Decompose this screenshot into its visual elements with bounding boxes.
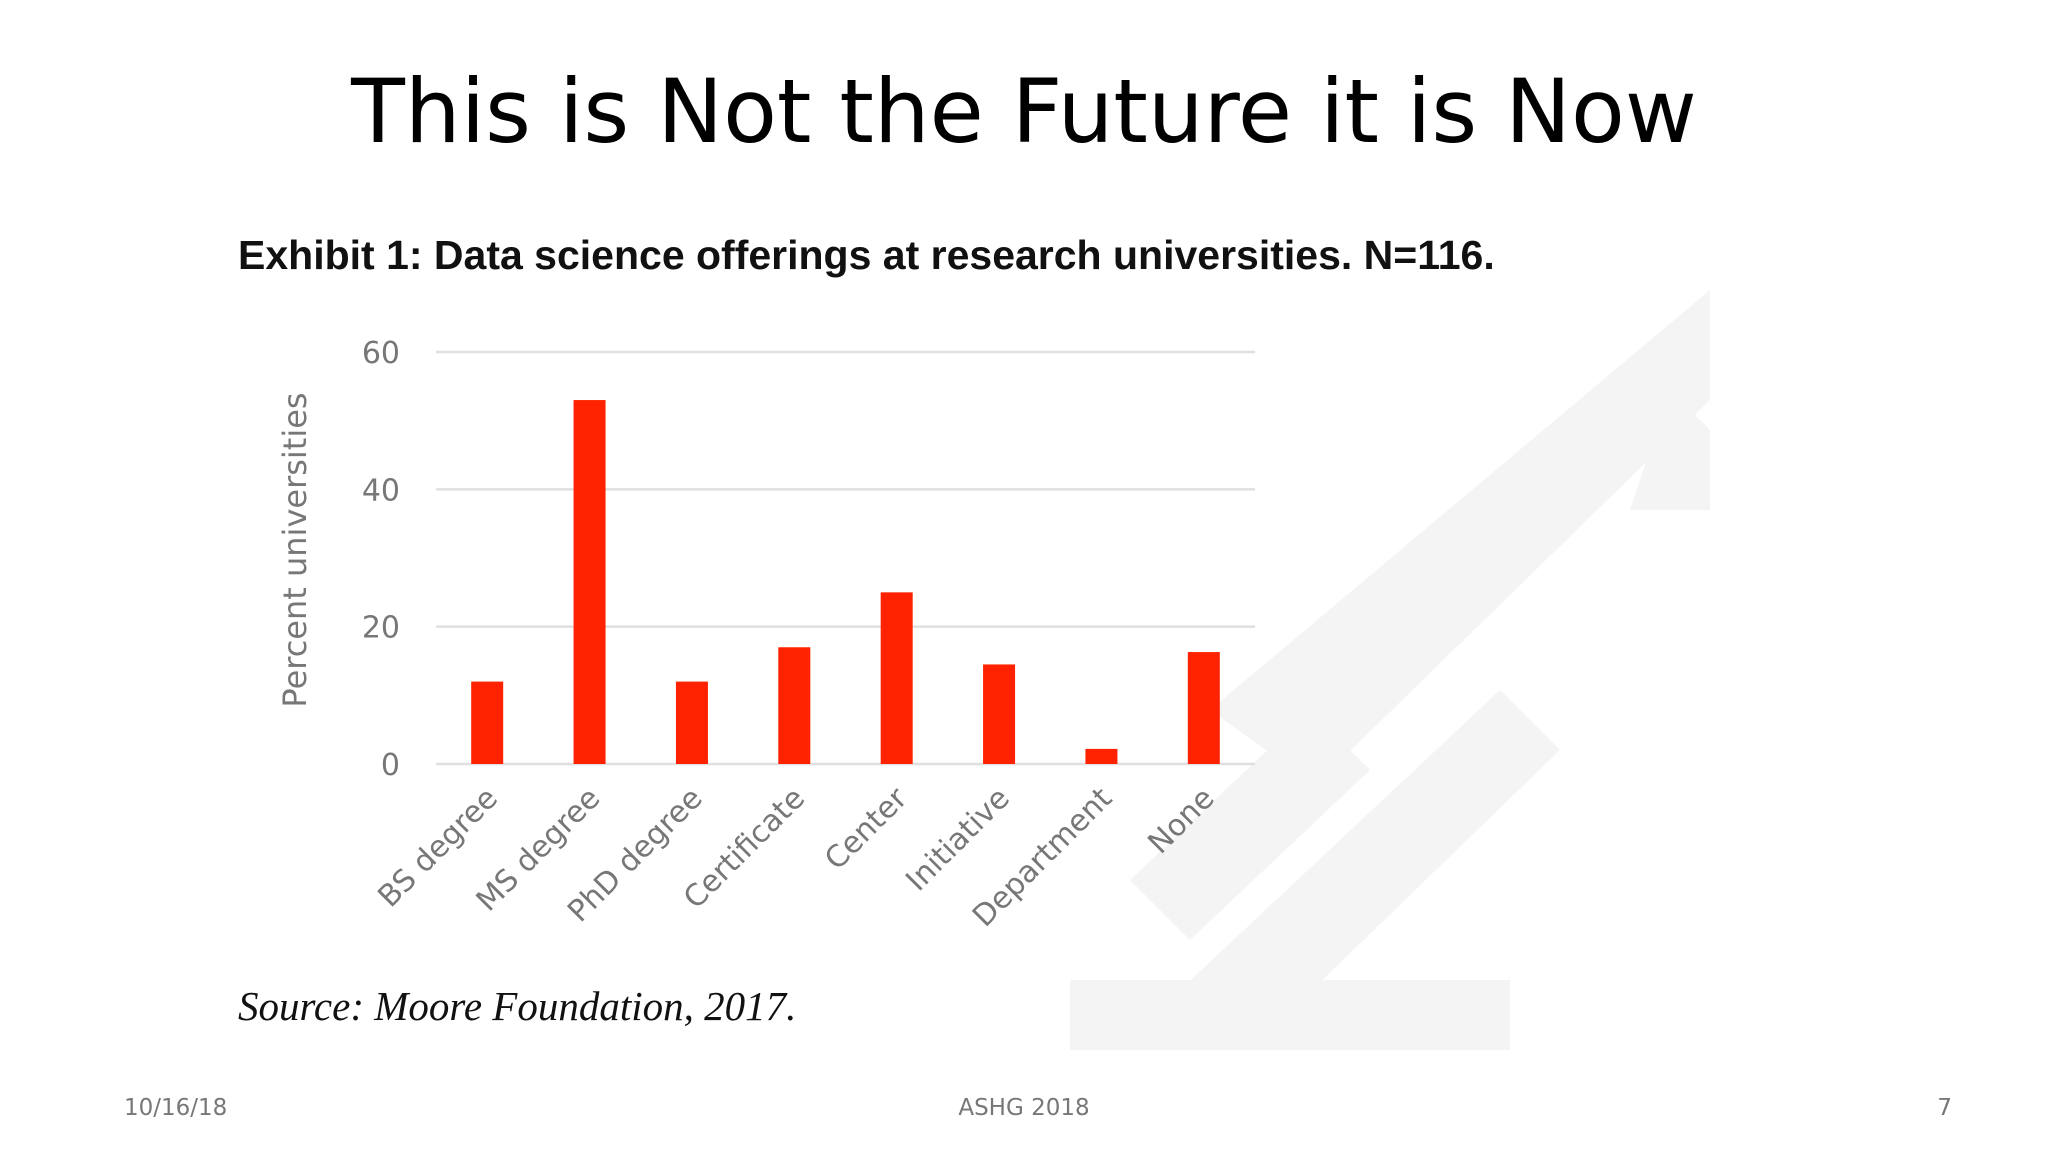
bar-phd-degree [675,681,708,764]
bar-department [1085,748,1118,764]
bar-ms-degree [573,400,606,764]
footer-date: 10/16/18 [124,1095,228,1121]
y-axis-label: Percent universities [276,392,314,707]
y-tick-label: 0 [381,748,400,783]
exhibit-caption: Exhibit 1: Data science offerings at res… [238,232,1495,278]
footer-event: ASHG 2018 [958,1095,1090,1121]
y-axis-ticks: 0 20 40 60 [362,336,400,783]
x-tick-label: None [1141,781,1221,861]
bar-none [1187,652,1220,764]
bar-bs-degree [471,681,504,764]
slide-title: This is Not the Future it is Now [351,60,1697,163]
source-citation: Source: Moore Foundation, 2017. [238,983,797,1029]
y-tick-label: 60 [362,336,400,371]
bar-initiative [983,664,1016,764]
watermark-logo [1070,290,1710,1050]
chart-gridlines [436,350,1255,766]
y-tick-label: 40 [362,473,400,508]
bar-center [880,592,913,764]
footer-page-number: 7 [1937,1095,1952,1121]
y-tick-label: 20 [362,611,400,646]
chart-bars [471,400,1220,764]
x-tick-label: Center [818,780,915,877]
bar-certificate [778,647,811,764]
